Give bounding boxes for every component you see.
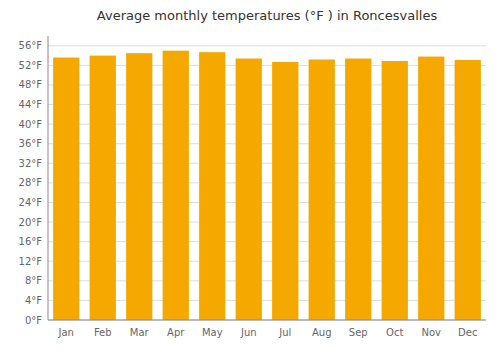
grid-line [48, 320, 486, 321]
bar [53, 58, 79, 320]
x-tick-label: Oct [386, 327, 403, 338]
y-tick-label: 32°F [19, 158, 43, 169]
y-tick-label: 28°F [19, 177, 43, 188]
x-tick-label: Apr [167, 327, 185, 338]
title: Average monthly temperatures (°F ) in Ro… [97, 8, 438, 23]
y-tick-label: 4°F [25, 295, 42, 306]
y-tick-label: 16°F [19, 236, 43, 247]
bar [163, 51, 189, 320]
y-tick-label: 52°F [19, 60, 43, 71]
y-tick-label: 0°F [25, 315, 42, 326]
y-tick-label: 44°F [19, 99, 43, 110]
grid-line [48, 45, 486, 46]
y-tick-label: 20°F [19, 217, 43, 228]
x-tick-label: Jan [58, 327, 74, 338]
x-tick-label: May [202, 327, 223, 338]
bar [199, 52, 225, 320]
x-tick-label: Dec [458, 327, 477, 338]
bar [382, 61, 408, 320]
y-tick-label: 40°F [19, 119, 43, 130]
x-tick-label: Feb [94, 327, 112, 338]
bar [418, 57, 444, 320]
y-tick-label: 24°F [19, 197, 43, 208]
bar [90, 56, 116, 320]
bars [53, 51, 481, 320]
y-tick-label: 12°F [19, 256, 43, 267]
bar [309, 60, 335, 320]
x-tick-label: Jun [240, 327, 257, 338]
chart-container: Average monthly temperatures (°F ) in Ro… [0, 0, 500, 350]
x-tick-label: Nov [421, 327, 441, 338]
chart: Average monthly temperatures (°F ) in Ro… [0, 0, 500, 350]
bar [236, 59, 262, 320]
y-axis-line [48, 36, 49, 320]
y-tick-label: 36°F [19, 138, 43, 149]
bar [272, 62, 298, 320]
bar [126, 53, 152, 320]
grid [48, 46, 486, 320]
y-tick-label: 8°F [25, 275, 42, 286]
x-tick-label: Sep [349, 327, 368, 338]
bar [455, 60, 481, 320]
bar [345, 59, 371, 320]
x-tick-label: Mar [130, 327, 150, 338]
x-axis-line [48, 320, 486, 321]
x-tick-label: Aug [312, 327, 332, 338]
y-tick-label: 48°F [19, 79, 43, 90]
x-tick-label: Jul [278, 327, 291, 338]
y-tick-label: 56°F [19, 40, 43, 51]
